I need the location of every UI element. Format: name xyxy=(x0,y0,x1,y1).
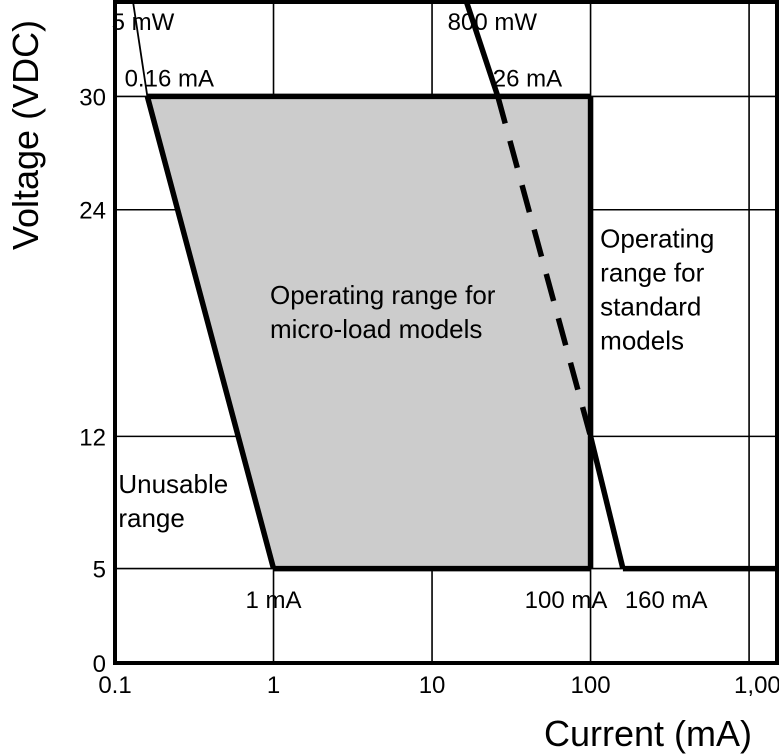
plot-frame xyxy=(113,0,779,665)
annotation-160-ma: 160 mA xyxy=(625,587,708,614)
line-6 xyxy=(495,95,594,438)
y-tick-label-30: 30 xyxy=(79,84,106,111)
x-tick-label-100: 100 xyxy=(571,672,611,699)
x-axis-label: Current (mA) xyxy=(544,713,752,754)
y-tick-label-12: 12 xyxy=(79,424,106,451)
region-label-unusable: Unusable range xyxy=(118,469,228,533)
x-tick-label-0-1: 0.1 xyxy=(98,672,131,699)
region-label-operating: Operating range for standard models xyxy=(600,224,714,356)
region-labels: Operating range for micro-load models Oper… xyxy=(118,224,714,534)
annotation-5-mw: 5 mW xyxy=(112,9,175,36)
annotation-26-ma: 26 mA xyxy=(493,66,562,93)
regions xyxy=(147,96,591,569)
y-axis-label: Voltage (VDC) xyxy=(5,20,46,250)
x-tick-label-1-000: 1,000 xyxy=(734,672,779,699)
line-0-5-mw xyxy=(132,1,149,97)
annotation-0-16-ma: 0.16 mA xyxy=(125,66,214,93)
series-lines xyxy=(132,1,777,572)
region-label-operating-range-for: Operating range for micro-load models xyxy=(270,280,496,344)
annotation-800-mw: 800 mW xyxy=(448,9,538,36)
x-tick-label-10: 10 xyxy=(419,672,446,699)
line-7 xyxy=(587,435,626,570)
region-micro-load-0 xyxy=(147,96,591,569)
y-tick-label-5: 5 xyxy=(93,557,106,584)
annotation-100-ma: 100 mA xyxy=(525,587,608,614)
annotations: 5 mW 800 mW 0.16 mA 26 mA 1 mA 100 mA 160 mA xyxy=(112,9,708,614)
y-tick-label-0: 0 xyxy=(93,651,106,678)
line-5-800-mw xyxy=(463,1,501,98)
tick-labels: 0.1 1 10 100 1,000 0 5 12 24 30 xyxy=(79,84,779,699)
line-1-micro-load-boundary xyxy=(144,95,277,570)
x-tick-label-1: 1 xyxy=(267,672,280,699)
y-tick-label-24: 24 xyxy=(79,198,106,225)
annotation-1-ma: 1 mA xyxy=(246,587,302,614)
